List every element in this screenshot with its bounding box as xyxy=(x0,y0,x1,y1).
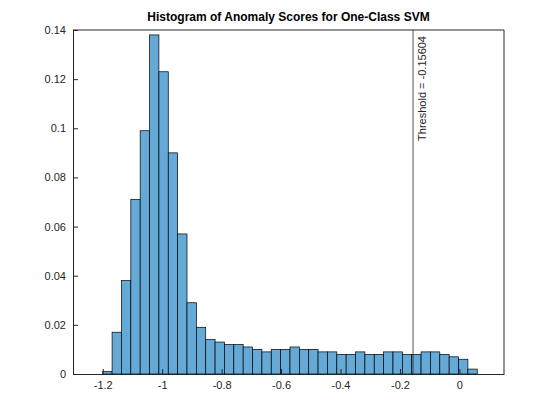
bar xyxy=(421,352,430,374)
y-tick: 0 xyxy=(60,368,78,380)
bar xyxy=(121,281,130,374)
x-tick-label: -0.8 xyxy=(213,379,232,391)
frame xyxy=(504,30,505,374)
bar xyxy=(290,347,299,374)
bar xyxy=(206,340,215,374)
x-tick-label: -1.2 xyxy=(94,379,113,391)
y-tick: 0.02 xyxy=(45,319,78,331)
bar xyxy=(318,352,327,374)
x-tick-mark xyxy=(162,369,163,374)
bar xyxy=(393,352,402,374)
y-tick-label: 0.14 xyxy=(45,24,66,36)
x-tick-label: -1 xyxy=(158,379,168,391)
y-tick-mark xyxy=(73,177,78,178)
x-tick-mark xyxy=(222,369,223,374)
y-tick-mark xyxy=(73,79,78,80)
bar xyxy=(402,354,411,374)
x-tick-label: -0.4 xyxy=(332,379,351,391)
y-tick-mark xyxy=(73,227,78,228)
y-tick-label: 0 xyxy=(60,368,66,380)
x-tick: -0.6 xyxy=(272,369,291,391)
x-tick-mark xyxy=(459,369,460,374)
x-tick-mark xyxy=(103,369,104,374)
y-tick: 0.04 xyxy=(45,270,78,282)
y-tick-label: 0.06 xyxy=(45,221,66,233)
bar xyxy=(271,349,280,374)
bar xyxy=(337,354,346,374)
bar xyxy=(356,352,365,374)
bar xyxy=(281,349,290,374)
bar xyxy=(365,354,374,374)
x-tick: -0.8 xyxy=(213,369,232,391)
bar xyxy=(327,352,336,374)
bar xyxy=(374,354,383,374)
bar xyxy=(440,354,449,374)
bar xyxy=(224,345,233,374)
bar xyxy=(140,131,149,374)
title: Histogram of Anomaly Scores for One-Clas… xyxy=(147,10,429,24)
frame xyxy=(73,30,504,31)
x-axis: -1.2 -1 -0.8 -0.6 -0.4 -0.2 0 xyxy=(74,369,505,391)
x-tick: 0 xyxy=(457,369,463,391)
y-axis: 0 0.02 0.04 0.06 0.08 0.1 0.12 0.14 xyxy=(45,24,78,380)
x-tick-mark xyxy=(281,369,282,374)
bar xyxy=(103,372,112,374)
bar xyxy=(234,345,243,374)
bar xyxy=(430,352,439,374)
y-tick-mark xyxy=(73,128,78,129)
bar xyxy=(346,354,355,374)
threshold-label: Threshold = -0.15604 xyxy=(416,36,428,141)
x-tick-mark xyxy=(400,369,401,374)
y-tick-label: 0.1 xyxy=(51,122,66,134)
bar xyxy=(159,72,168,374)
bar xyxy=(253,349,262,374)
plot-area xyxy=(73,30,504,374)
bar xyxy=(178,234,187,374)
y-tick-mark xyxy=(73,374,78,375)
x-tick-label: 0 xyxy=(457,379,463,391)
y-tick: 0.08 xyxy=(45,171,78,183)
y-tick-label: 0.12 xyxy=(45,73,66,85)
bar xyxy=(168,153,177,374)
x-tick: -0.2 xyxy=(391,369,410,391)
y-tick-label: 0.08 xyxy=(45,171,66,183)
x-axis-line xyxy=(74,374,505,375)
bar xyxy=(459,359,468,374)
marks xyxy=(103,30,478,374)
x-tick-label: -0.2 xyxy=(391,379,410,391)
chart: -1.2 -1 -0.8 -0.6 -0.4 -0.2 0 0 0.02 0.04 0.06 0.08… xyxy=(0,0,560,420)
y-tick: 0.1 xyxy=(51,122,78,134)
bar xyxy=(309,349,318,374)
y-tick: 0.06 xyxy=(45,221,78,233)
bar xyxy=(262,352,271,374)
y-tick-label: 0.04 xyxy=(45,270,66,282)
bar xyxy=(215,342,224,374)
x-tick: -1 xyxy=(158,369,168,391)
x-tick: -1.2 xyxy=(94,369,113,391)
x-tick-label: -0.6 xyxy=(272,379,291,391)
bar xyxy=(384,352,393,374)
x-tick: -0.4 xyxy=(332,369,351,391)
y-axis-line xyxy=(73,31,74,375)
bar xyxy=(299,349,308,374)
bar xyxy=(243,347,252,374)
bar xyxy=(468,369,477,374)
y-tick: 0.12 xyxy=(45,73,78,85)
x-tick-mark xyxy=(341,369,342,374)
bar xyxy=(187,303,196,374)
bar xyxy=(131,200,140,374)
bar xyxy=(196,327,205,374)
y-tick-mark xyxy=(73,325,78,326)
y-tick-label: 0.02 xyxy=(45,319,66,331)
y-tick: 0.14 xyxy=(45,24,78,36)
bar xyxy=(150,35,159,374)
bar xyxy=(449,357,458,374)
bar xyxy=(112,332,121,374)
y-tick-mark xyxy=(73,276,78,277)
threshold-line xyxy=(413,30,414,374)
